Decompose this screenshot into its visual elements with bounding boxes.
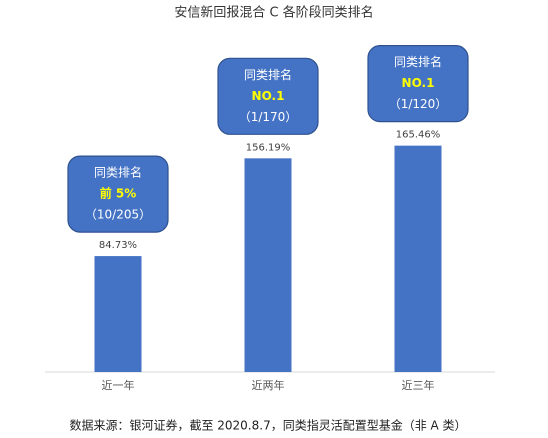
chart-title: 安信新回报混合 C 各阶段同类排名 <box>174 5 373 21</box>
annotation-title: 同类排名 <box>394 54 442 69</box>
bar <box>394 145 442 372</box>
data-label: 165.46% <box>396 130 441 141</box>
annotation-title: 同类排名 <box>94 165 142 180</box>
annotation-rank: NO.1 <box>252 89 285 103</box>
annotation-detail: （10/205） <box>85 208 151 222</box>
annotation-box <box>367 45 469 123</box>
bar <box>244 158 292 372</box>
data-label: 156.19% <box>246 142 291 153</box>
annotation-detail: （1/170） <box>239 110 298 124</box>
annotation-rank: 前 5% <box>100 186 137 201</box>
source-note: 数据来源：银河证券，截至 2020.8.7，同类指灵活配置型基金（非 A 类） <box>69 418 466 433</box>
x-tick-label: 近三年 <box>402 378 435 392</box>
annotation-detail: （1/120） <box>389 97 448 111</box>
annotation-title: 同类排名 <box>244 67 292 82</box>
x-tick-label: 近一年 <box>102 378 135 392</box>
annotation-rank: NO.1 <box>402 76 435 90</box>
data-label: 84.73% <box>99 240 137 251</box>
bar <box>94 256 142 372</box>
annotation-box <box>67 155 169 233</box>
x-tick-label: 近两年 <box>252 378 285 392</box>
annotation-box <box>217 57 319 135</box>
